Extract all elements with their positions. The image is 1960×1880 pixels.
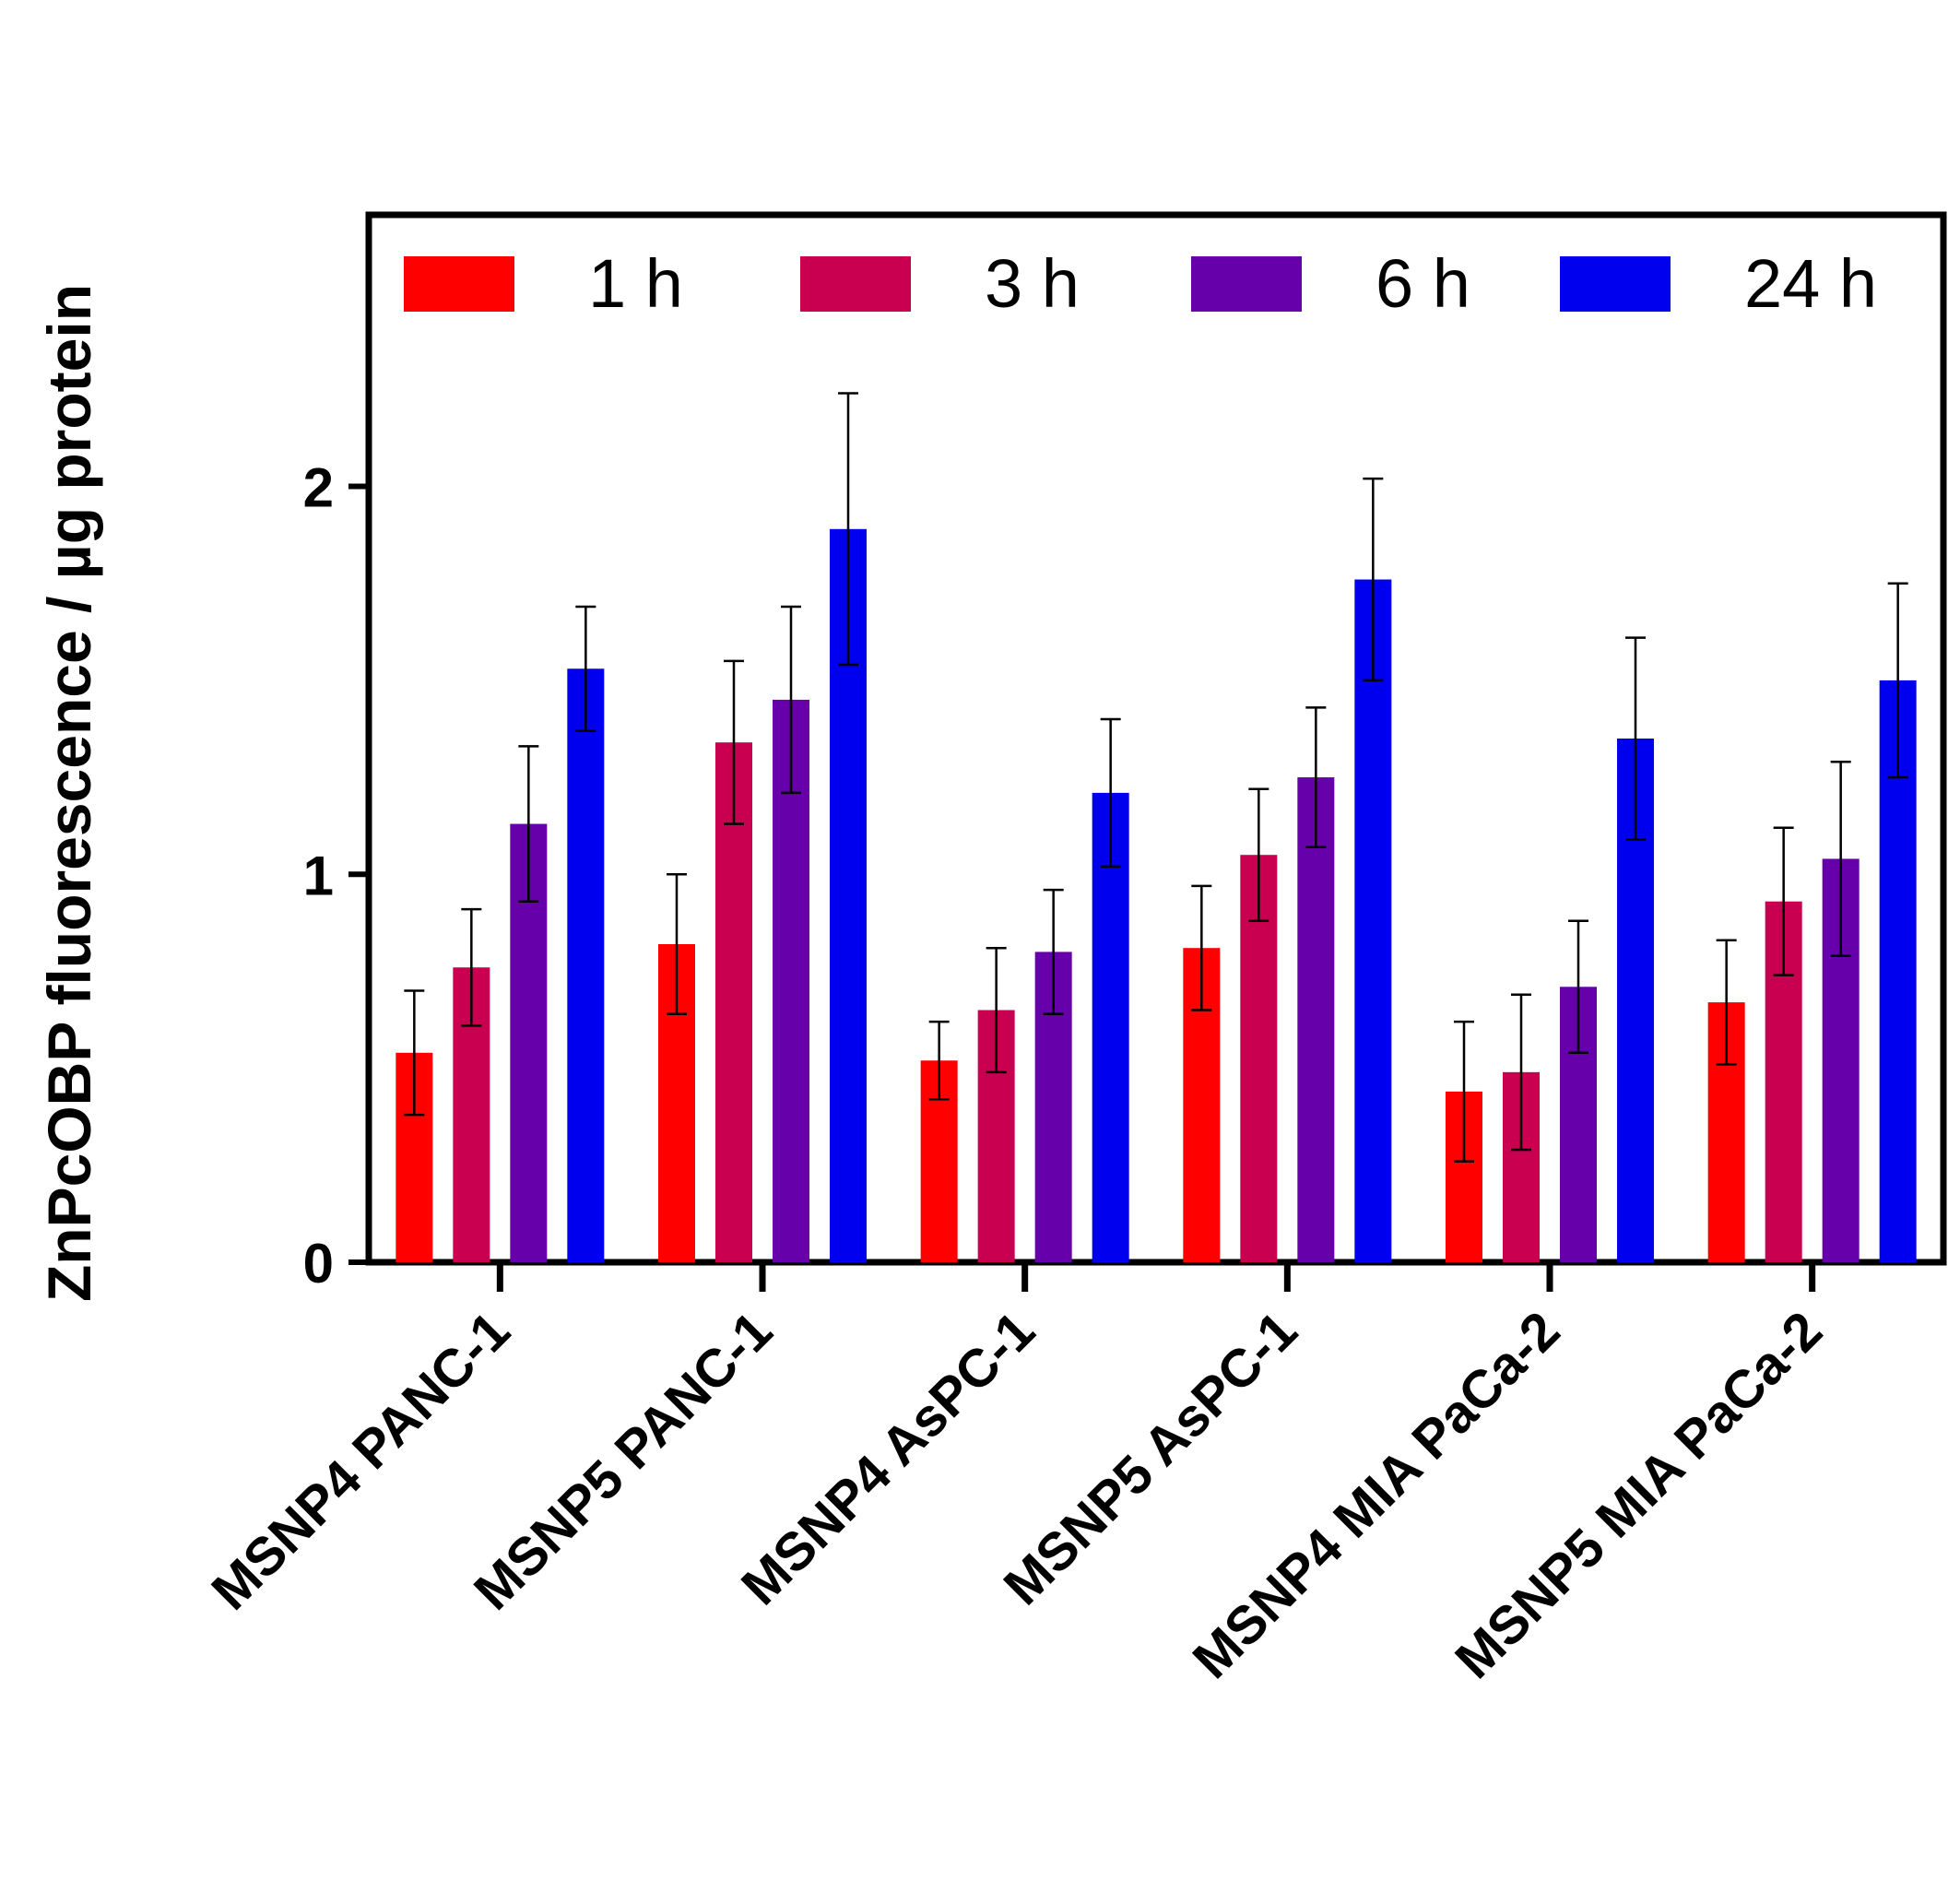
legend-label: 3 h bbox=[985, 245, 1080, 322]
y-tick-label: 1 bbox=[303, 845, 334, 906]
legend-label: 1 h bbox=[588, 245, 683, 322]
bar bbox=[1240, 855, 1278, 1262]
y-axis-label: ZnPcOBP fluorescence / µg protein bbox=[35, 284, 103, 1302]
legend-swatch bbox=[1191, 256, 1302, 312]
plot-frame bbox=[365, 211, 1947, 1266]
bar bbox=[1092, 792, 1129, 1262]
y-tick-label: 2 bbox=[303, 457, 334, 519]
bar bbox=[715, 742, 752, 1262]
legend-swatch bbox=[800, 256, 911, 312]
legend-swatch bbox=[404, 256, 514, 312]
legend-label: 6 h bbox=[1376, 245, 1470, 322]
bar bbox=[567, 668, 605, 1262]
legend-swatch bbox=[1560, 256, 1671, 312]
y-tick-label: 0 bbox=[303, 1233, 334, 1295]
bar bbox=[1354, 579, 1392, 1262]
bar bbox=[1297, 777, 1335, 1262]
legend-label: 24 h bbox=[1744, 245, 1877, 322]
legend: 1 h 3 h 6 h 24 h bbox=[404, 245, 1877, 322]
